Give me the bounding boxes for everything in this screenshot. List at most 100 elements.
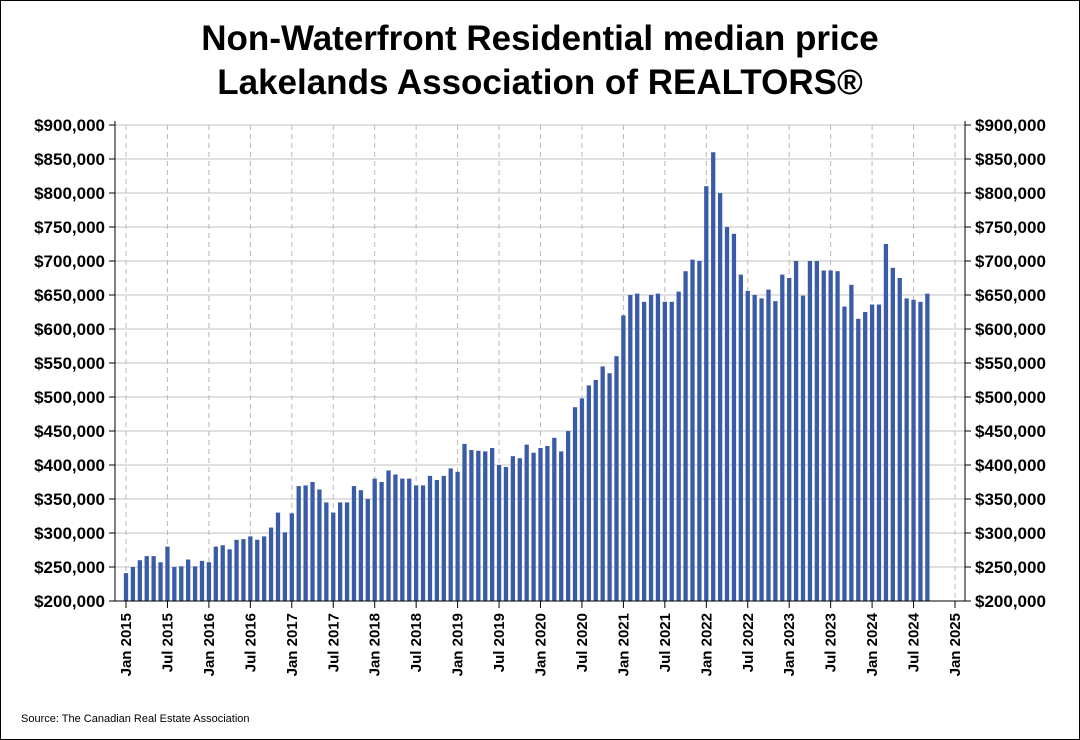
- y-tick-label-right: $450,000: [975, 422, 1046, 441]
- bar: [462, 443, 467, 601]
- bar: [192, 566, 198, 601]
- y-tick-label-right: $800,000: [975, 184, 1046, 203]
- bar: [234, 539, 239, 601]
- bar: [731, 233, 737, 602]
- bar: [441, 475, 446, 601]
- x-tick-label: Jul 2019: [491, 613, 508, 672]
- bar: [227, 549, 232, 601]
- bar: [427, 475, 433, 601]
- bar: [310, 482, 315, 601]
- y-tick-label-right: $650,000: [975, 286, 1046, 305]
- y-tick-label-right: $700,000: [975, 252, 1046, 271]
- bar: [600, 366, 605, 601]
- y-tick-label-left: $800,000: [34, 184, 105, 203]
- x-tick-label: Jan 2024: [864, 612, 881, 676]
- bar: [842, 306, 847, 601]
- bar: [379, 482, 384, 601]
- y-tick-label-left: $200,000: [34, 592, 105, 611]
- bar: [241, 539, 246, 601]
- y-tick-label-left: $900,000: [34, 116, 105, 135]
- x-tick-label: Jan 2021: [615, 613, 632, 676]
- bar: [517, 458, 522, 601]
- y-tick-label-right: $350,000: [975, 490, 1046, 509]
- y-tick-label-right: $750,000: [975, 218, 1046, 237]
- y-tick-label-left: $750,000: [34, 218, 105, 237]
- x-tick-label: Jul 2015: [159, 613, 176, 672]
- y-tick-label-right: $300,000: [975, 524, 1046, 543]
- y-tick-label-right: $250,000: [975, 558, 1046, 577]
- x-tick-label: Jul 2017: [325, 613, 342, 672]
- bar: [496, 465, 502, 601]
- bar: [863, 312, 868, 601]
- y-tick-label-right: $600,000: [975, 320, 1046, 339]
- bar: [787, 278, 792, 601]
- chart-subtitle: Lakelands Association of REALTORS®: [217, 63, 863, 102]
- bar: [793, 261, 799, 601]
- bar: [856, 318, 861, 601]
- bar: [386, 470, 391, 601]
- bar: [780, 274, 785, 601]
- bar: [393, 474, 398, 601]
- bar: [490, 448, 495, 601]
- bar: [317, 489, 322, 601]
- bar: [213, 546, 218, 601]
- y-tick-label-left: $500,000: [34, 388, 105, 407]
- bar: [711, 152, 716, 601]
- y-tick-label-left: $650,000: [34, 286, 105, 305]
- bar: [773, 301, 778, 601]
- bar: [524, 444, 529, 601]
- bar: [331, 512, 336, 601]
- bar: [559, 451, 564, 601]
- bar: [697, 261, 702, 601]
- bar: [766, 289, 771, 601]
- bar: [476, 450, 481, 601]
- bar: [911, 299, 916, 601]
- bar: [123, 573, 129, 601]
- bar: [414, 485, 419, 601]
- bar: [745, 290, 750, 601]
- bar: [925, 293, 930, 601]
- y-tick-label-left: $400,000: [34, 456, 105, 475]
- bar: [248, 536, 253, 601]
- bar: [365, 499, 370, 601]
- bar: [724, 227, 730, 601]
- bar: [655, 293, 661, 601]
- bar: [303, 485, 308, 601]
- bar: [400, 478, 405, 601]
- bar: [621, 315, 626, 601]
- x-tick-label: Jul 2020: [574, 613, 591, 672]
- bar: [407, 478, 412, 601]
- bar: [565, 431, 571, 601]
- bar: [648, 295, 654, 601]
- y-tick-label-right: $900,000: [975, 116, 1046, 135]
- bar: [483, 451, 488, 601]
- y-tick-label-left: $700,000: [34, 252, 105, 271]
- bar: [282, 532, 288, 601]
- source-note: Source: The Canadian Real Estate Associa…: [21, 713, 250, 725]
- bar: [420, 485, 426, 601]
- bar: [358, 490, 364, 601]
- y-tick-label-right: $200,000: [975, 592, 1046, 611]
- bar: [503, 467, 509, 601]
- x-tick-label: Jul 2024: [906, 612, 923, 672]
- y-tick-label-left: $300,000: [34, 524, 105, 543]
- bar: [338, 502, 343, 601]
- bar: [759, 298, 764, 601]
- bar: [641, 301, 647, 601]
- bar: [807, 261, 813, 601]
- bar: [628, 295, 633, 601]
- bar: [676, 291, 681, 601]
- bar: [849, 284, 854, 601]
- bar: [130, 567, 136, 601]
- x-tick-label: Jul 2016: [242, 613, 259, 672]
- bar: [186, 559, 191, 601]
- bar: [662, 301, 667, 601]
- bar: [179, 566, 184, 601]
- bar: [262, 536, 267, 601]
- bar: [137, 560, 142, 601]
- y-tick-label-left: $600,000: [34, 320, 105, 339]
- bar: [738, 274, 743, 601]
- bar: [324, 502, 329, 601]
- bar: [835, 271, 840, 601]
- bar: [704, 186, 709, 601]
